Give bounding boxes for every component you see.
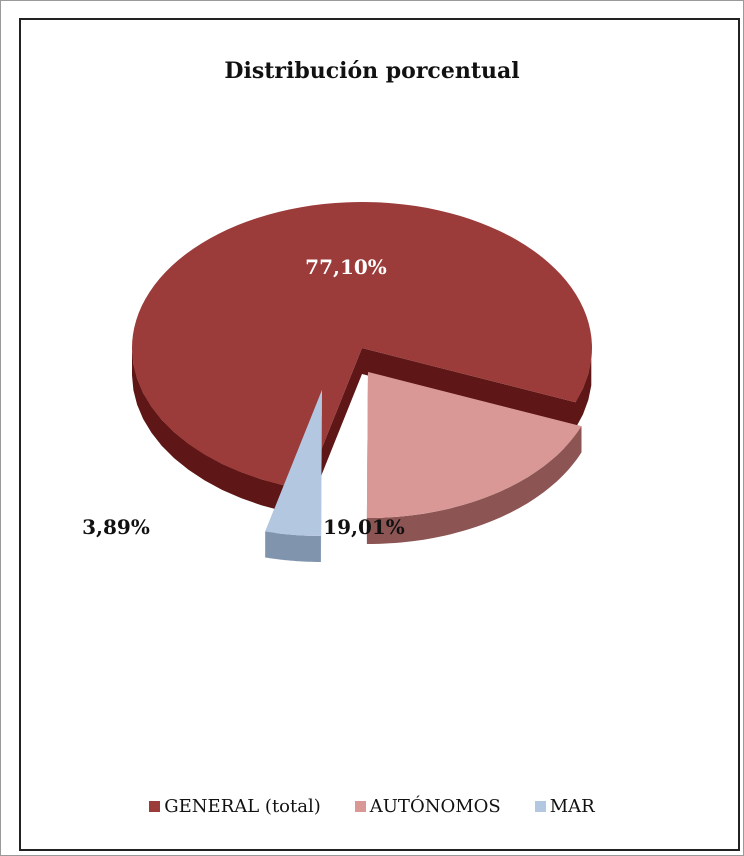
- legend-label-mar: MAR: [549, 796, 595, 817]
- legend-item-mar: MAR: [534, 796, 595, 817]
- legend-label-autonomos: AUTÓNOMOS: [369, 796, 501, 817]
- legend-item-general: GENERAL (total): [149, 796, 321, 817]
- pie-slice-autonomos: [366, 372, 582, 544]
- legend-item-autonomos: AUTÓNOMOS: [354, 796, 501, 817]
- legend: GENERAL (total) AUTÓNOMOS MAR: [0, 796, 744, 817]
- data-label-autonomos: 19,01%: [323, 515, 405, 539]
- legend-swatch-mar: [534, 801, 546, 812]
- data-label-general: 77,10%: [305, 255, 387, 279]
- pie-slice-mar: [265, 390, 322, 562]
- data-label-mar: 3,89%: [82, 515, 150, 539]
- legend-label-general: GENERAL (total): [164, 796, 321, 817]
- legend-swatch-autonomos: [354, 801, 366, 812]
- chart-title: Distribución porcentual: [224, 58, 520, 84]
- legend-swatch-general: [149, 801, 161, 812]
